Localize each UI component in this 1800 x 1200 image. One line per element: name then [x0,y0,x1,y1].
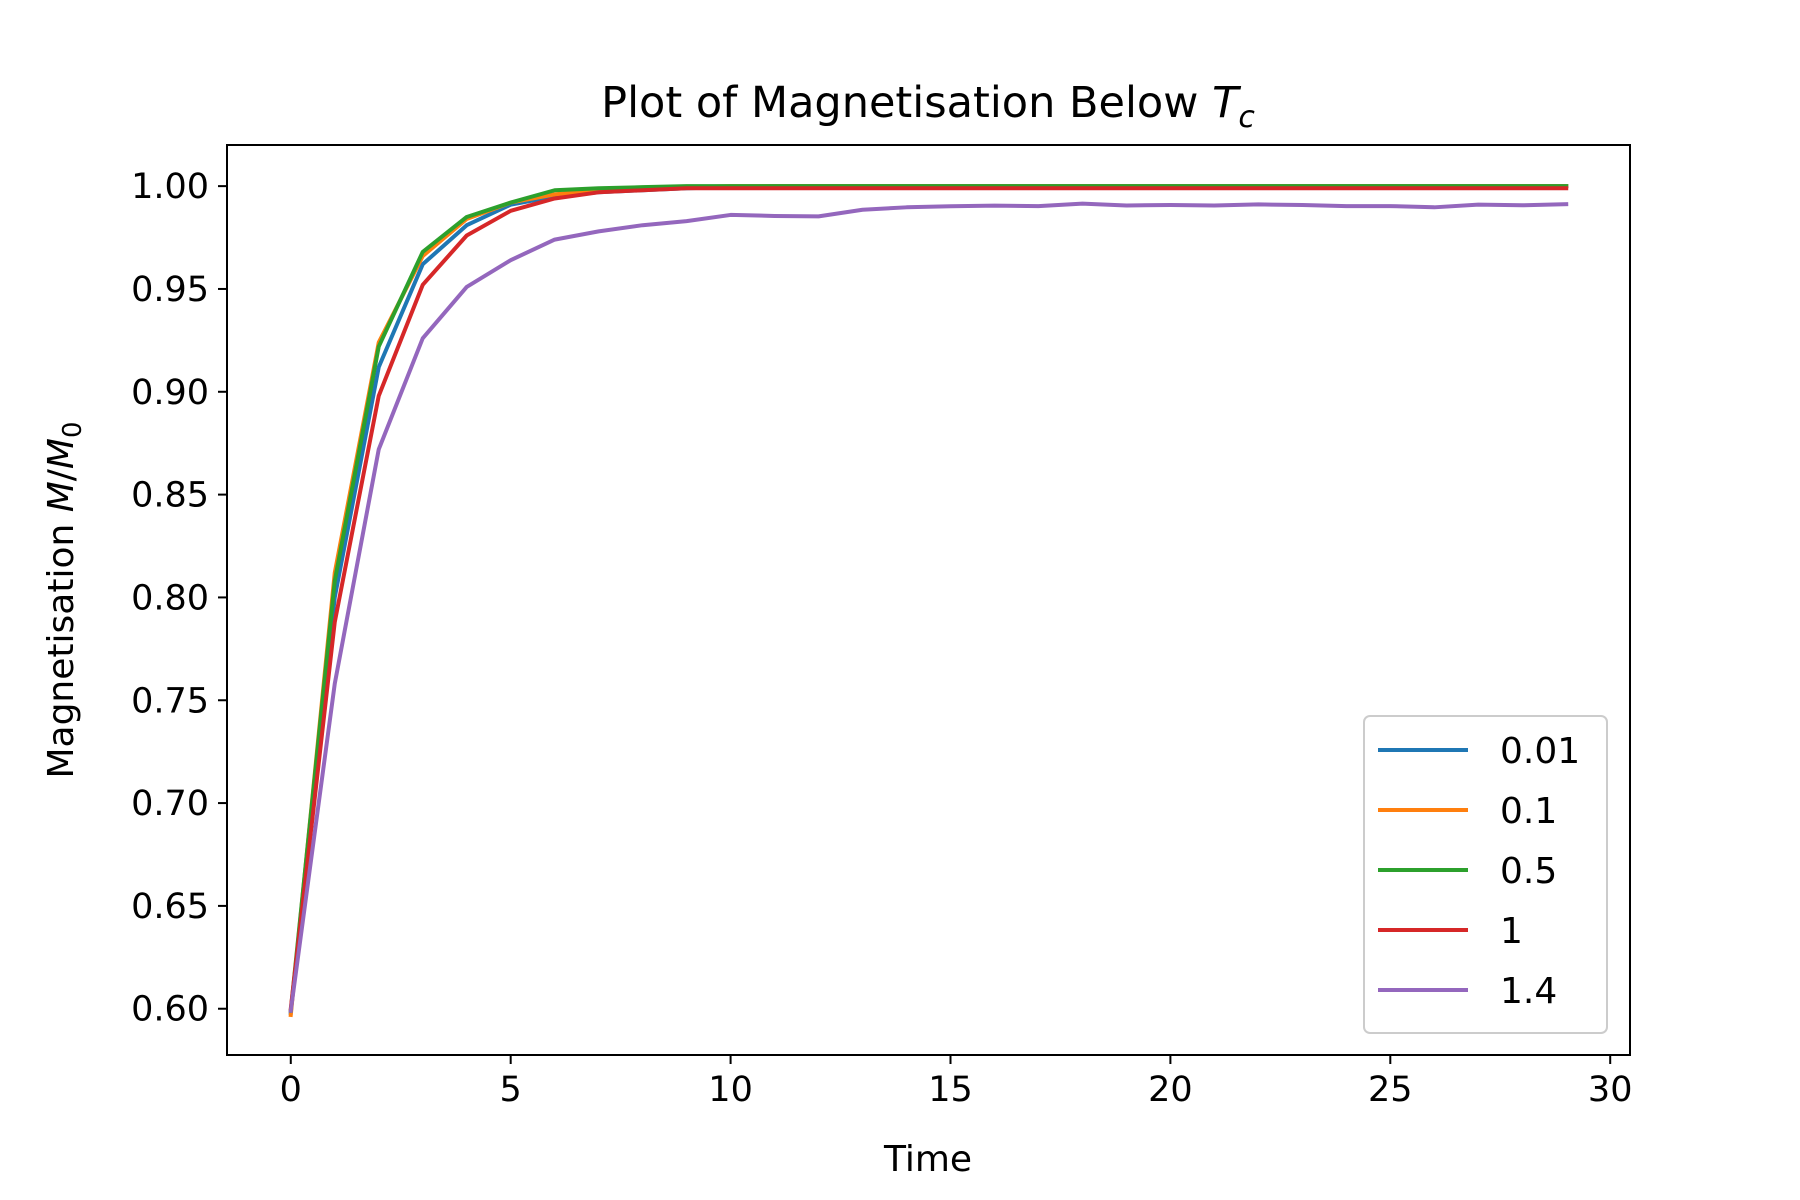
chart-title-text: Plot of Magnetisation Below [601,78,1198,128]
y-tick-label: 0.85 [131,476,209,516]
x-tick-label: 30 [1588,1070,1633,1110]
y-tick-label: 0.75 [131,681,209,721]
y-axis-label: Magnetisation M/M0 [41,421,88,778]
chart-title-math-base: T [1212,78,1242,128]
y-axis-label-math-num: M [41,481,82,512]
x-axis: 0 5 10 15 20 25 30 [280,1055,1633,1110]
y-tick-label: 0.60 [131,990,209,1030]
series-line-0.5 [288,184,1569,1013]
chart-title-math-sub: c [1238,100,1255,135]
y-tick-label: 0.90 [131,373,209,413]
y-axis-label-text: Magnetisation [41,524,82,779]
legend-label-0.01: 0.01 [1500,731,1580,772]
legend-label-1: 1 [1500,911,1523,952]
legend-label-0.5: 0.5 [1500,851,1557,892]
x-tick-label: 25 [1368,1070,1413,1110]
legend-frame [1363,715,1608,1034]
x-axis-label: Time [883,1139,972,1180]
y-axis-label-math-den: M [41,438,82,469]
y-axis-label-math-den-sub: 0 [58,421,88,438]
x-tick-label: 5 [500,1070,522,1110]
x-tick-label: 10 [708,1070,753,1110]
y-tick-label: 0.95 [131,270,209,310]
legend: 0.01 0.1 0.5 1 1.4 [1363,715,1608,1034]
chart-title: Plot of Magnetisation Below Tc [601,78,1255,135]
x-tick-label: 20 [1148,1070,1193,1110]
plot-area [226,144,1631,1056]
series-line-1 [288,186,1569,1011]
y-tick-label: 1.00 [131,167,209,207]
y-tick-label: 0.80 [131,578,209,618]
legend-items: 0.01 0.1 0.5 1 1.4 [1378,731,1580,1012]
y-tick-label: 0.70 [131,784,209,824]
x-tick-label: 15 [928,1070,973,1110]
series-line-1.4 [288,201,1569,1014]
x-tick-label: 0 [280,1070,302,1110]
series-lines [288,184,1569,1018]
legend-label-1.4: 1.4 [1500,971,1557,1012]
y-axis: 0.60 0.65 0.70 0.75 0.80 0.85 0.90 0.95 1.00 [131,167,227,1030]
axes-frame [226,144,1631,1056]
y-axis-label-math-sep: / [41,468,82,481]
y-tick-label: 0.65 [131,887,209,927]
legend-label-0.1: 0.1 [1500,791,1557,832]
